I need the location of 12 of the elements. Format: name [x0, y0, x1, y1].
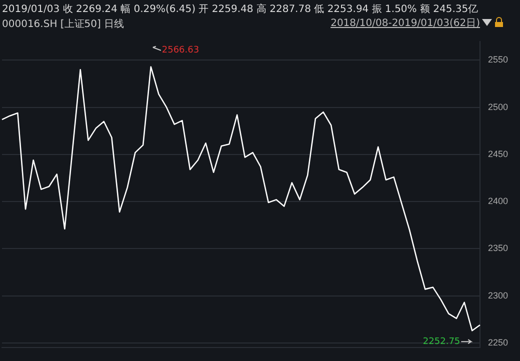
y-tick-label: 2450: [488, 148, 508, 159]
y-tick-label: 2350: [488, 243, 508, 254]
annotation: 2252.75: [422, 336, 460, 347]
y-tick-label: 2500: [488, 102, 508, 112]
text: 2018/10/08-2019/01/03(62日): [330, 17, 480, 30]
y-tick-label: 2550: [488, 54, 508, 65]
y-tick-label: 2300: [488, 290, 508, 300]
chart-subtitle: 000016.SH [上证50] 日线: [2, 18, 124, 31]
chart-title: 2019/01/03 收 2269.24 幅 0.29%(6.45) 开 2259.48 高 2287.78 低 2253.94 振 1.50% 额 245.35亿: [2, 2, 478, 16]
annotation: 2566.63: [162, 46, 200, 56]
y-tick-label: 2400: [488, 196, 508, 206]
y-tick-label: 2250: [488, 337, 508, 348]
